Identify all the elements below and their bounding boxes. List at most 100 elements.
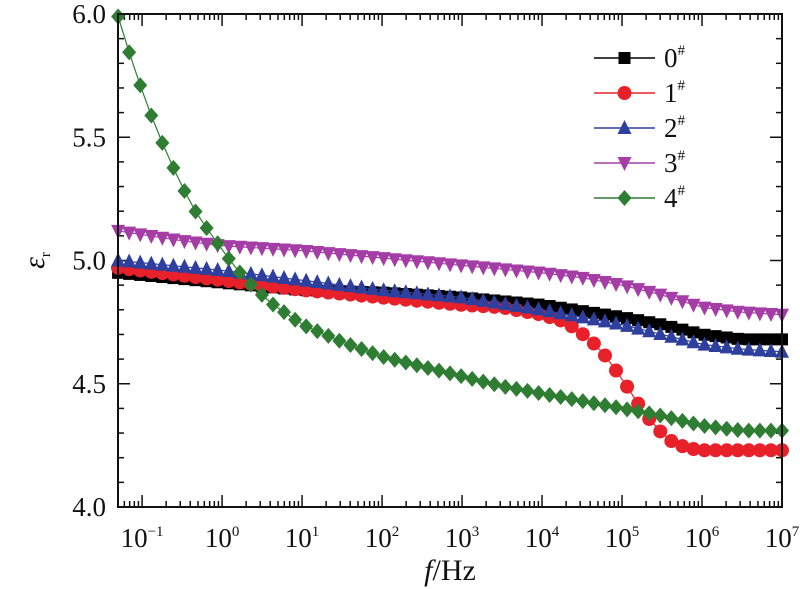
- data-point: [719, 443, 734, 458]
- data-point: [199, 219, 214, 236]
- data-point: [133, 228, 148, 243]
- data-point: [133, 254, 148, 269]
- series-3: [111, 224, 789, 323]
- x-tick-label: 104: [525, 523, 560, 553]
- legend-item: 4#: [594, 183, 686, 213]
- data-point: [764, 333, 777, 346]
- legend-label-sup: #: [678, 43, 686, 59]
- data-point: [564, 319, 579, 334]
- x-axis-label: f/Hz: [424, 554, 476, 587]
- data-point: [509, 264, 524, 279]
- data-point: [177, 235, 192, 250]
- data-point: [509, 297, 524, 312]
- legend-item: 0#: [594, 43, 686, 73]
- data-point: [210, 272, 225, 287]
- data-point: [664, 434, 679, 449]
- x-tick-label: 101: [285, 523, 320, 553]
- data-point: [753, 333, 766, 346]
- data-point: [498, 263, 513, 278]
- data-point: [133, 77, 148, 94]
- data-point: [232, 264, 247, 281]
- x-tick-label-exponent: 4: [552, 524, 560, 540]
- data-point: [254, 242, 269, 257]
- data-point: [144, 230, 159, 245]
- data-point: [697, 336, 712, 351]
- x-tick-label-exponent: 5: [632, 524, 640, 540]
- plot-frame: [117, 13, 783, 508]
- data-point: [708, 419, 723, 436]
- data-point: [265, 268, 280, 283]
- data-point: [265, 296, 280, 313]
- data-point: [254, 278, 269, 293]
- data-point: [144, 255, 159, 270]
- data-point: [520, 299, 535, 314]
- data-point: [542, 303, 557, 318]
- data-point: [719, 304, 734, 319]
- data-point: [664, 291, 679, 306]
- data-point: [476, 373, 491, 390]
- data-point: [509, 380, 524, 397]
- data-point: [420, 256, 435, 271]
- legend-label-sup: #: [678, 113, 686, 129]
- data-point: [221, 240, 236, 255]
- legend-item: 1#: [594, 78, 686, 108]
- data-point: [431, 362, 446, 379]
- data-point: [752, 342, 767, 357]
- data-point: [653, 424, 668, 439]
- data-point: [243, 265, 258, 280]
- data-point: [675, 295, 690, 310]
- data-point: [709, 330, 722, 343]
- data-point: [531, 301, 546, 316]
- data-point: [420, 286, 435, 301]
- data-point: [741, 422, 756, 439]
- data-point: [321, 275, 336, 290]
- data-point: [398, 354, 413, 371]
- data-point: [675, 331, 690, 346]
- data-point: [487, 294, 502, 309]
- data-point: [642, 405, 657, 422]
- data-point: [741, 306, 756, 321]
- data-point: [697, 417, 712, 434]
- data-point: [310, 274, 325, 289]
- data-point: [731, 332, 744, 345]
- data-point: [752, 422, 767, 439]
- data-point: [221, 263, 236, 278]
- data-point: [686, 334, 701, 349]
- data-point: [553, 305, 568, 320]
- x-tick-label-base: 10: [365, 523, 392, 553]
- data-point: [553, 389, 568, 406]
- data-point: [531, 384, 546, 401]
- data-point: [354, 341, 369, 358]
- data-point: [398, 284, 413, 299]
- data-point: [265, 242, 280, 257]
- x-tick-label: 107: [765, 523, 800, 553]
- data-point: [199, 237, 214, 252]
- data-point: [166, 257, 181, 272]
- data-point: [542, 387, 557, 404]
- data-point: [166, 159, 181, 176]
- data-point: [654, 318, 667, 331]
- y-axis-label-symbol: ε: [18, 257, 51, 269]
- y-axis-label-subscript: r: [38, 252, 54, 257]
- data-point: [597, 313, 612, 328]
- data-point: [387, 283, 402, 298]
- data-point: [155, 231, 170, 246]
- y-tick-label: 6.0: [72, 0, 106, 29]
- data-point: [520, 265, 535, 280]
- x-tick-label-exponent: −1: [148, 524, 164, 540]
- data-point: [609, 399, 624, 416]
- data-point: [343, 336, 358, 353]
- data-point: [708, 443, 723, 458]
- data-point: [763, 443, 778, 458]
- data-point: [752, 307, 767, 322]
- x-tick-label-exponent: 2: [392, 524, 400, 540]
- x-tick-label: 105: [605, 523, 640, 553]
- data-point: [664, 410, 679, 427]
- data-point: [597, 348, 612, 363]
- data-point: [653, 407, 668, 424]
- data-point: [144, 107, 159, 124]
- data-point: [254, 286, 269, 303]
- legend-label: 2#: [664, 113, 686, 143]
- series-4: [111, 8, 789, 439]
- data-point: [431, 287, 446, 302]
